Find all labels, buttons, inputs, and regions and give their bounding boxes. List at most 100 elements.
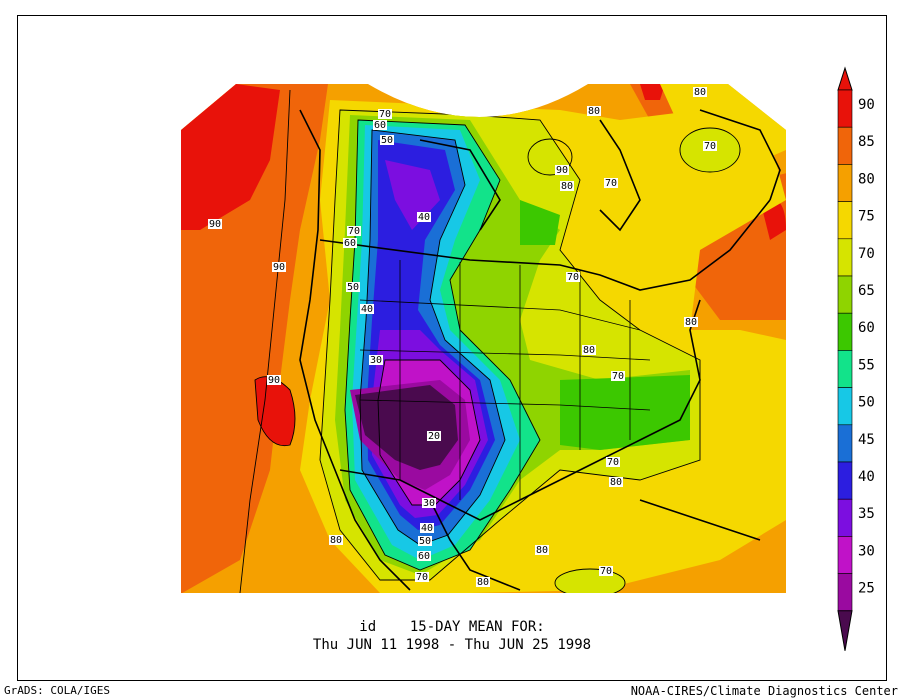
color-bar-label: 75 [858,209,875,225]
contour-label-bg [380,135,394,145]
contour-label-bg [420,523,434,533]
color-bar-swatch [837,387,853,426]
contour-label-bg [560,181,574,191]
contour-label-bg [555,165,569,175]
color-bar-label: 85 [858,134,875,150]
color-bar-label: 65 [858,283,875,299]
contour-label-bg [415,572,429,582]
contour-label: 40 [421,523,433,534]
contour-label: 90 [268,375,280,386]
contour-label: 80 [536,545,548,556]
contour-label-bg [417,551,431,561]
contour-label: 70 [600,566,612,577]
color-bar-swatch [837,350,853,388]
color-bar-label: 30 [858,543,875,559]
color-bar-label: 80 [858,171,875,187]
color-bar-label: 50 [858,395,875,411]
hudson-west [419,139,501,231]
color-bar-swatch [837,238,853,277]
contour-label-bg [587,106,601,116]
gulf-east-coast [559,299,701,481]
contour-label: 80 [685,317,697,328]
color-bar-label: 45 [858,432,875,448]
contour-label: 70 [379,109,391,120]
contour-label: 40 [361,304,373,315]
color-bar-swatch [837,275,853,314]
contour-label: 30 [370,355,382,366]
contour-label: 20 [428,431,440,442]
contour-label: 70 [567,272,579,283]
contour-label: 70 [612,371,624,382]
color-bar-swatch [837,536,853,574]
color-bar-label: 40 [858,469,875,485]
contour-label-bg [693,87,707,97]
title-line-2: Thu JUN 11 1998 - Thu JUN 25 1998 [312,637,592,653]
color-bar-swatch [837,201,853,240]
contour-label-bg [267,375,281,385]
credit-right: NOAA-CIRES/Climate Diagnostics Center [630,684,898,698]
color-bar-label: 90 [858,97,875,113]
contour-label: 80 [330,535,342,546]
field-60-65-southeast [560,375,690,450]
contour-label-bg [347,226,361,236]
contour-label: 80 [694,87,706,98]
credit-left: GrADS: COLA/IGES [4,684,110,697]
contour-label: 40 [418,212,430,223]
color-bar-swatch [837,573,853,612]
contour-label: 50 [419,536,431,547]
field-60-65-north [520,200,560,245]
contour-label: 50 [381,135,393,146]
contour-label-bg [369,355,383,365]
contour-label: 80 [477,577,489,588]
contour-label: 90 [273,262,285,273]
field-90-nw [181,84,280,230]
caribbean [639,499,761,541]
boundaries [299,109,781,591]
contour-label-bg [599,566,613,576]
contour-label: 90 [556,165,568,176]
field-90-ne [640,84,665,100]
color-bar-label: 35 [858,506,875,522]
mexico-us-border [339,469,561,521]
labrador [699,109,781,201]
contour-label: 90 [209,219,221,230]
contour-label: 80 [588,106,600,117]
color-bar-swatch [837,312,853,351]
contour-label-bg [378,109,392,119]
contour-label-bg [535,545,549,555]
contour-label-bg [329,535,343,545]
shaded-field [181,84,786,593]
contour-label-bg [346,282,360,292]
field-90-sw [255,376,295,446]
color-bar: 90 85 80 75 70 65 60 55 50 45 40 35 30 25 [837,66,875,651]
contour-label: 50 [347,282,359,293]
contour-label-bg [582,345,596,355]
contour-label-bg [609,477,623,487]
contour-label: 60 [344,238,356,249]
contour-label-bg [606,457,620,467]
contour-label-bg [208,219,222,229]
hudson-bay [599,119,641,232]
title-line-1: id 15-DAY MEAN FOR: [359,619,545,635]
canada-us-border [319,199,771,291]
plot-frame [17,15,887,681]
color-bar-swatch [837,126,853,165]
color-bar-swatch [837,89,853,128]
contour-label-bg [604,178,618,188]
contour-label-bg [427,431,441,441]
contour-label: 70 [416,572,428,583]
contour-label-bg [360,304,374,314]
contour-label-bg [422,498,436,508]
contour-label-bg [418,536,432,546]
contour-label: 80 [583,345,595,356]
contour-label: 80 [561,181,573,192]
color-bar-bottom-arrow [837,610,853,651]
color-bar-label: 25 [858,581,875,597]
color-bar-label: 70 [858,246,875,262]
contour-label: 70 [348,226,360,237]
state-lines [359,260,651,500]
west-coast [299,109,411,591]
color-bar-swatch [837,424,853,463]
